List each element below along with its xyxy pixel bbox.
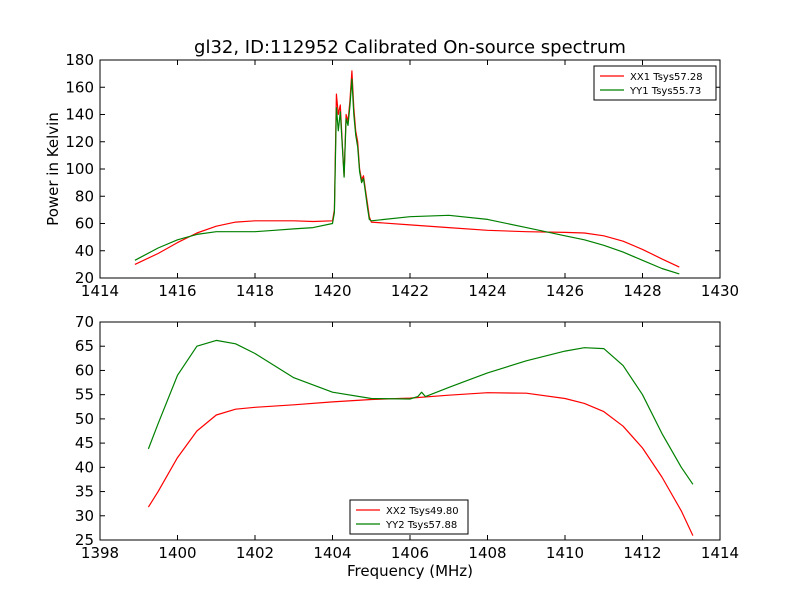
- x-tick-label: 1426: [546, 282, 584, 300]
- y-tick-label: 100: [65, 160, 94, 178]
- y-tick-label: 40: [75, 242, 94, 260]
- x-tick-label: 1414: [701, 544, 739, 562]
- plots-group: 1414 1416 1418 1420 1422 1424 1426 1428 1430 20 40…: [44, 51, 739, 580]
- legend-label: XX1 Tsys57.28: [630, 72, 703, 83]
- x-tick-label: 1414: [81, 282, 119, 300]
- y-tick-label: 60: [75, 361, 94, 379]
- x-tick-label: 1416: [158, 282, 196, 300]
- x-tick-label: 1408: [468, 544, 506, 562]
- y-tick-label: 50: [75, 410, 94, 428]
- y-tick-label: 40: [75, 458, 94, 476]
- series-line-1-2: [134, 78, 680, 275]
- y-tick-label: 120: [65, 133, 94, 151]
- y-tick-label: 160: [65, 78, 94, 96]
- legend-label: YY1 Tsys55.73: [629, 86, 701, 97]
- x-axis-label: Frequency (MHz): [347, 562, 473, 580]
- y-tick-label: 55: [75, 386, 94, 404]
- x-tick-label: 1406: [391, 544, 429, 562]
- y-tick-label: 65: [75, 337, 94, 355]
- plot-1: 1414 1416 1418 1420 1422 1424 1426 1428 1430 20 40…: [44, 51, 739, 300]
- x-tick-label: 1430: [701, 282, 739, 300]
- x-tick-label: 1398: [81, 544, 119, 562]
- x-tick-label: 1410: [546, 544, 584, 562]
- legend-label: YY2 Tsys57.88: [385, 520, 457, 531]
- x-tick-label: 1418: [236, 282, 274, 300]
- y-tick-label: 35: [75, 483, 94, 501]
- x-tick-label: 1420: [313, 282, 351, 300]
- legend-label: XX2 Tsys49.80: [386, 506, 459, 517]
- series-line-2-2: [147, 339, 694, 485]
- legend-box: [349, 499, 469, 535]
- x-tick-label: 1400: [158, 544, 196, 562]
- y-tick-label: 25: [75, 531, 94, 549]
- y-tick-label: 70: [75, 313, 94, 331]
- x-tick-label: 1402: [236, 544, 274, 562]
- y-tick-label: 180: [65, 51, 94, 69]
- y-tick-label: 140: [65, 106, 94, 124]
- plot-2: 1398 1400 1402 1404 1406 1408 1410 1412 1414 25 30…: [75, 313, 739, 580]
- x-tick-label: 1428: [623, 282, 661, 300]
- x-tick-label: 1412: [623, 544, 661, 562]
- y-tick-label: 20: [75, 269, 94, 287]
- y-axis-label: Power in Kelvin: [44, 112, 62, 226]
- x-tick-label: 1422: [391, 282, 429, 300]
- y-tick-label: 30: [75, 507, 94, 525]
- legend-box: [593, 65, 717, 101]
- chart-title: gl32, ID:112952 Calibrated On-source spe…: [194, 37, 626, 58]
- x-tick-label: 1404: [313, 544, 351, 562]
- y-tick-label: 60: [75, 215, 94, 233]
- series-line-2-1: [147, 392, 694, 536]
- legend: XX2 Tsys49.80 YY2 Tsys57.88: [349, 499, 469, 535]
- x-tick-label: 1424: [468, 282, 506, 300]
- y-tick-label: 45: [75, 434, 94, 452]
- legend: XX1 Tsys57.28 YY1 Tsys55.73: [593, 65, 717, 101]
- y-tick-label: 80: [75, 187, 94, 205]
